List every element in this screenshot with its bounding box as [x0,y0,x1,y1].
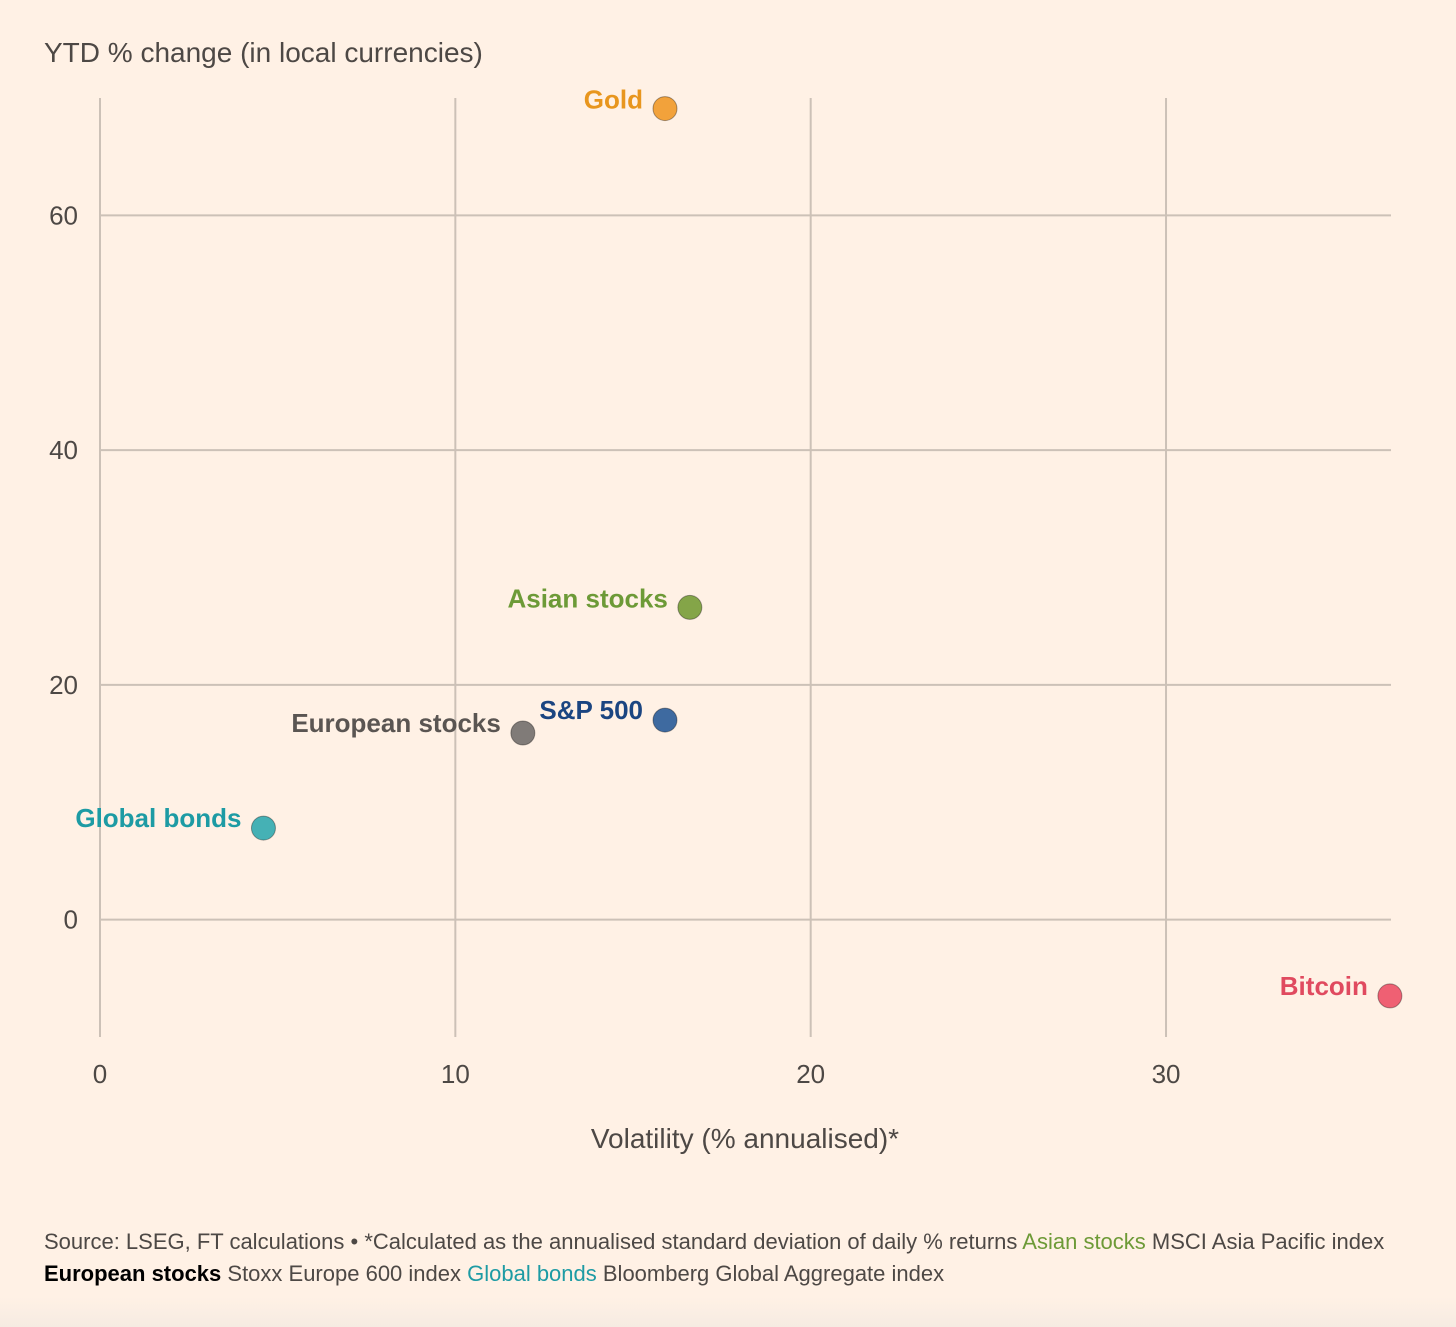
point-asian-stocks [677,594,703,620]
key-asian-stocks: Asian stocks [1022,1229,1146,1254]
key-bonds-desc: Bloomberg Global Aggregate index [596,1261,945,1286]
data-points [250,96,1403,1009]
scatter-chart: YTD % change (in local currencies) 0 20 40… [44,37,1403,1154]
label-asian-stocks: Asian stocks [507,583,667,613]
y-tick-label: 20 [49,670,78,700]
bottom-fade [0,1297,1456,1327]
x-tick-label: 10 [441,1059,470,1089]
y-tick-label: 60 [49,200,78,230]
label-european-stocks: European stocks [291,708,501,738]
key-asian-desc: MSCI Asia Pacific index [1145,1229,1385,1254]
x-tick-label: 20 [796,1059,825,1089]
point-european-stocks [510,720,536,746]
source-note: Source: LSEG, FT calculations • *Calcula… [44,1229,1023,1254]
point-labels: Gold Asian stocks S&P 500 European stocks Gl… [75,85,1368,1001]
y-tick-label: 0 [64,905,78,935]
key-global-bonds: Global bonds [467,1261,597,1286]
point-bitcoin [1377,983,1403,1009]
label-gold: Gold [584,85,643,115]
point-s-p-500 [652,707,678,733]
label-s-p-500: S&P 500 [539,695,643,725]
key-european-stocks: European stocks [44,1261,222,1286]
point-global-bonds [250,815,276,841]
x-tick-label: 0 [93,1059,107,1089]
point-gold [652,96,678,122]
chart-footer: Source: LSEG, FT calculations • *Calcula… [44,1226,1414,1290]
y-tick-label: 40 [49,435,78,465]
label-bitcoin: Bitcoin [1280,971,1368,1001]
grid-layer [99,98,1391,1037]
tick-labels: 0 20 40 60 0 10 20 30 [49,200,1180,1089]
key-european-desc: Stoxx Europe 600 index [221,1261,468,1286]
x-tick-label: 30 [1152,1059,1181,1089]
x-axis-title: Volatility (% annualised)* [591,1123,899,1154]
label-global-bonds: Global bonds [75,803,241,833]
y-axis-title: YTD % change (in local currencies) [44,37,483,68]
